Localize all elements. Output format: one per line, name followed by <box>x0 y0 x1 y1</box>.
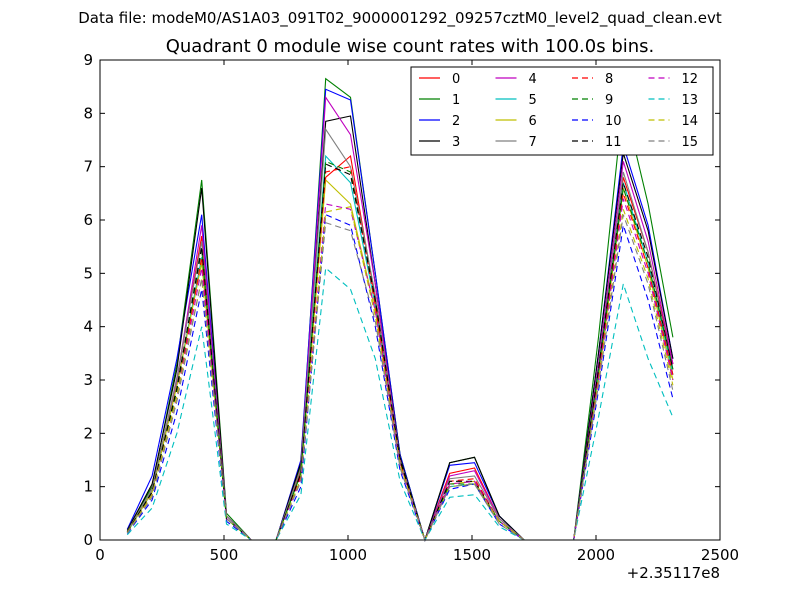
legend-box <box>410 66 714 156</box>
series-line-5 <box>126 154 674 542</box>
x-tick-label: 1500 <box>453 546 491 564</box>
series-line-15 <box>126 214 674 542</box>
series-line-6 <box>126 178 674 542</box>
series-line-10 <box>126 213 674 542</box>
chart-title: Quadrant 0 module wise count rates with … <box>165 36 655 57</box>
series-line-0 <box>126 154 674 542</box>
plot-area-frame <box>99 59 721 541</box>
legend-label-14: 14 <box>682 114 699 129</box>
legend-label-1: 1 <box>452 93 460 108</box>
y-tick-label: 3 <box>83 371 93 389</box>
legend-label-6: 6 <box>529 114 537 129</box>
y-tick-label: 2 <box>83 424 93 442</box>
x-tick-label: 500 <box>210 546 239 564</box>
x-tick-label: 2500 <box>701 546 739 564</box>
series-line-14 <box>126 206 674 542</box>
legend-label-8: 8 <box>605 72 613 87</box>
legend-label-5: 5 <box>529 93 537 108</box>
y-tick-label: 8 <box>83 104 93 122</box>
y-tick-label: 6 <box>83 211 93 229</box>
x-tick-label: 0 <box>95 546 105 564</box>
series-lines <box>126 77 674 542</box>
series-line-12 <box>126 198 674 542</box>
y-tick-label: 5 <box>83 264 93 282</box>
legend-label-15: 15 <box>682 135 699 150</box>
legend-label-2: 2 <box>452 114 460 129</box>
legend-label-11: 11 <box>605 135 622 150</box>
x-tick-label: 2000 <box>577 546 615 564</box>
legend-label-9: 9 <box>605 93 613 108</box>
x-tick-label: 1000 <box>329 546 367 564</box>
y-tick-label: 0 <box>83 531 93 549</box>
legend-label-12: 12 <box>682 72 699 87</box>
legend-label-10: 10 <box>605 114 622 129</box>
y-tick-label: 1 <box>83 478 93 496</box>
figure-suptitle: Data file: modeM0/AS1A03_091T02_90000012… <box>78 9 722 27</box>
legend-label-13: 13 <box>682 93 699 108</box>
legend-label-3: 3 <box>452 135 460 150</box>
legend-label-7: 7 <box>529 135 537 150</box>
legend-label-4: 4 <box>529 72 537 87</box>
y-tick-label: 9 <box>83 51 93 69</box>
x-axis-offset-label: +2.35117e8 <box>627 564 720 582</box>
legend-label-0: 0 <box>452 72 460 87</box>
y-tick-label: 7 <box>83 158 93 176</box>
y-tick-label: 4 <box>83 318 93 336</box>
